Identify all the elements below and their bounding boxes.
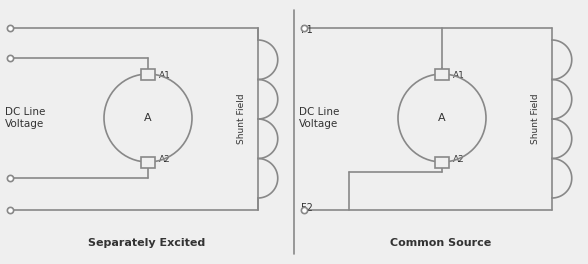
Text: F2: F2 <box>302 203 313 213</box>
Text: A2: A2 <box>159 155 171 164</box>
Text: Separately Excited: Separately Excited <box>88 238 206 248</box>
Bar <box>141 68 155 79</box>
Text: A1: A1 <box>159 72 171 81</box>
Text: A: A <box>144 113 152 123</box>
Text: F1: F1 <box>302 25 313 35</box>
Bar <box>435 68 449 79</box>
Text: Shunt Field: Shunt Field <box>532 94 540 144</box>
Text: A: A <box>438 113 446 123</box>
Bar <box>141 157 155 167</box>
Text: Common Source: Common Source <box>390 238 492 248</box>
Text: DC Line
Voltage: DC Line Voltage <box>299 107 339 129</box>
Bar <box>435 157 449 167</box>
Text: A1: A1 <box>453 72 465 81</box>
Text: DC Line
Voltage: DC Line Voltage <box>5 107 45 129</box>
Text: A2: A2 <box>453 155 465 164</box>
Text: Shunt Field: Shunt Field <box>238 94 246 144</box>
